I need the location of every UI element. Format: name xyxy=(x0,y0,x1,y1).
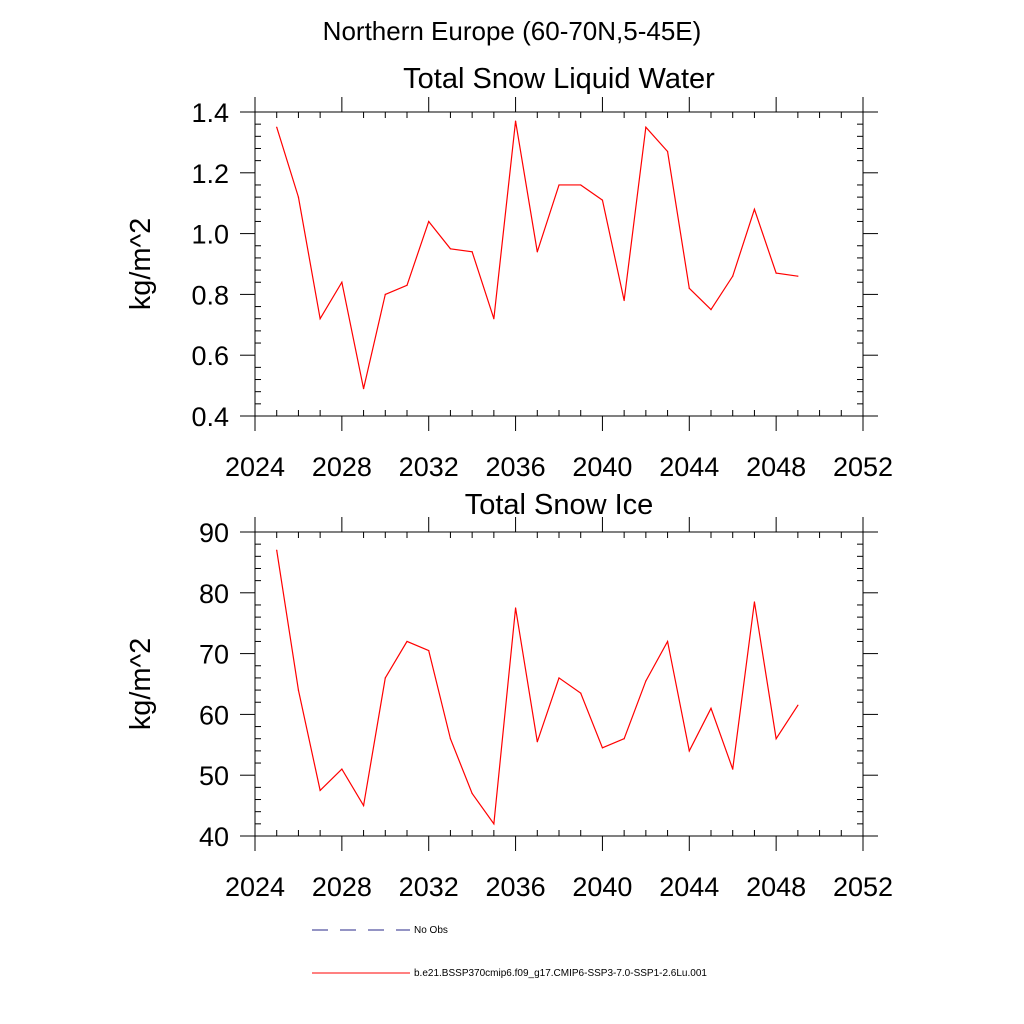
data-point xyxy=(775,738,777,740)
data-point xyxy=(276,126,278,128)
x-tick-label: 2032 xyxy=(399,452,459,482)
y-tick-label: 0.6 xyxy=(191,341,229,371)
x-tick-label: 2032 xyxy=(399,872,459,902)
x-tick-label: 2040 xyxy=(572,872,632,902)
data-point xyxy=(753,208,756,210)
x-tick-label: 2024 xyxy=(225,872,285,902)
y-tick-label: 80 xyxy=(199,579,229,609)
data-point xyxy=(493,823,495,825)
y-tick-label: 70 xyxy=(199,640,229,670)
data-point xyxy=(601,199,604,201)
x-tick-label: 2036 xyxy=(486,452,546,482)
data-point xyxy=(797,275,799,277)
x-tick-label: 2028 xyxy=(312,452,372,482)
page-title: Northern Europe (60-70N,5-45E) xyxy=(322,16,702,46)
series-line xyxy=(276,550,799,826)
y-tick-label: 0.8 xyxy=(191,280,229,310)
panel-snow-ice: Total Snow Ice 2024 2028 2032 2036 2040 2044 20… xyxy=(125,489,893,902)
legend-label-model-run: b.e21.BSSP370cmip6.f09_g17.CMIP6-SSP3-7.… xyxy=(414,968,707,979)
data-point xyxy=(341,768,343,770)
data-point xyxy=(688,287,690,289)
data-point xyxy=(297,689,300,691)
y-tick-label: 60 xyxy=(199,700,229,730)
data-point xyxy=(666,640,669,643)
chart-title: Total Snow Liquid Water xyxy=(403,63,715,95)
y-tick-label: 40 xyxy=(199,822,229,852)
data-point xyxy=(732,768,734,770)
x-tick-label: 2044 xyxy=(659,452,719,482)
data-point xyxy=(623,299,625,302)
series-line xyxy=(276,121,798,389)
x-tick-label: 2044 xyxy=(659,872,719,902)
data-point xyxy=(514,120,517,122)
data-point xyxy=(623,738,625,740)
data-point xyxy=(362,805,365,807)
data-point xyxy=(362,388,365,390)
chart-title: Total Snow Ice xyxy=(465,489,654,521)
data-point xyxy=(645,126,647,128)
y-tick-label: 1.0 xyxy=(191,220,229,250)
data-point xyxy=(449,738,452,740)
x-tick-label: 2048 xyxy=(746,452,806,482)
plot-frame xyxy=(254,531,864,837)
x-tick-label: 2028 xyxy=(312,872,372,902)
data-point xyxy=(384,677,386,679)
legend-label-no-obs: No Obs xyxy=(414,925,448,936)
data-point xyxy=(797,704,799,706)
data-point xyxy=(471,792,473,795)
data-point xyxy=(775,272,777,274)
data-point xyxy=(319,789,321,792)
data-point xyxy=(276,549,278,551)
data-point xyxy=(601,747,604,749)
data-point xyxy=(428,649,430,652)
y-tick-label: 90 xyxy=(199,518,229,548)
data-point xyxy=(666,150,669,153)
y-tick-label: 50 xyxy=(199,761,229,791)
data-point xyxy=(710,707,712,709)
data-point xyxy=(319,318,321,320)
data-point xyxy=(406,284,408,286)
data-point xyxy=(536,741,538,743)
y-axis-label: kg/m^2 xyxy=(125,638,157,731)
data-point xyxy=(471,251,473,253)
x-tick-label: 2052 xyxy=(833,872,893,902)
legend: No Obs b.e21.BSSP370cmip6.f09_g17.CMIP6-… xyxy=(312,925,707,979)
x-tick-label: 2052 xyxy=(833,452,893,482)
data-point xyxy=(645,680,647,682)
data-point xyxy=(732,275,734,277)
x-tick-label: 2048 xyxy=(746,872,806,902)
data-point xyxy=(449,248,452,250)
data-point xyxy=(558,677,560,679)
panel-snow-liquid-water: Total Snow Liquid Water 2024 2028 2032 2036 2… xyxy=(125,63,893,482)
data-point xyxy=(428,220,430,223)
y-tick-label: 0.4 xyxy=(191,402,229,432)
x-tick-label: 2036 xyxy=(486,872,546,902)
data-point xyxy=(536,251,538,253)
data-point xyxy=(580,184,582,186)
data-point xyxy=(384,293,386,295)
x-tick-label: 2040 xyxy=(572,452,632,482)
data-point xyxy=(753,601,756,603)
data-point xyxy=(710,309,712,311)
x-tick-label: 2024 xyxy=(225,452,285,482)
y-tick-label: 1.4 xyxy=(191,98,229,128)
data-point xyxy=(514,607,517,609)
y-tick-label: 1.2 xyxy=(191,159,229,189)
data-point xyxy=(341,281,343,283)
data-point xyxy=(493,318,495,320)
data-point xyxy=(406,640,408,643)
data-point xyxy=(580,692,582,694)
data-point xyxy=(688,750,690,752)
data-point xyxy=(558,184,560,186)
y-axis-label: kg/m^2 xyxy=(125,218,157,311)
data-point xyxy=(297,196,300,198)
plot-frame xyxy=(254,111,864,417)
